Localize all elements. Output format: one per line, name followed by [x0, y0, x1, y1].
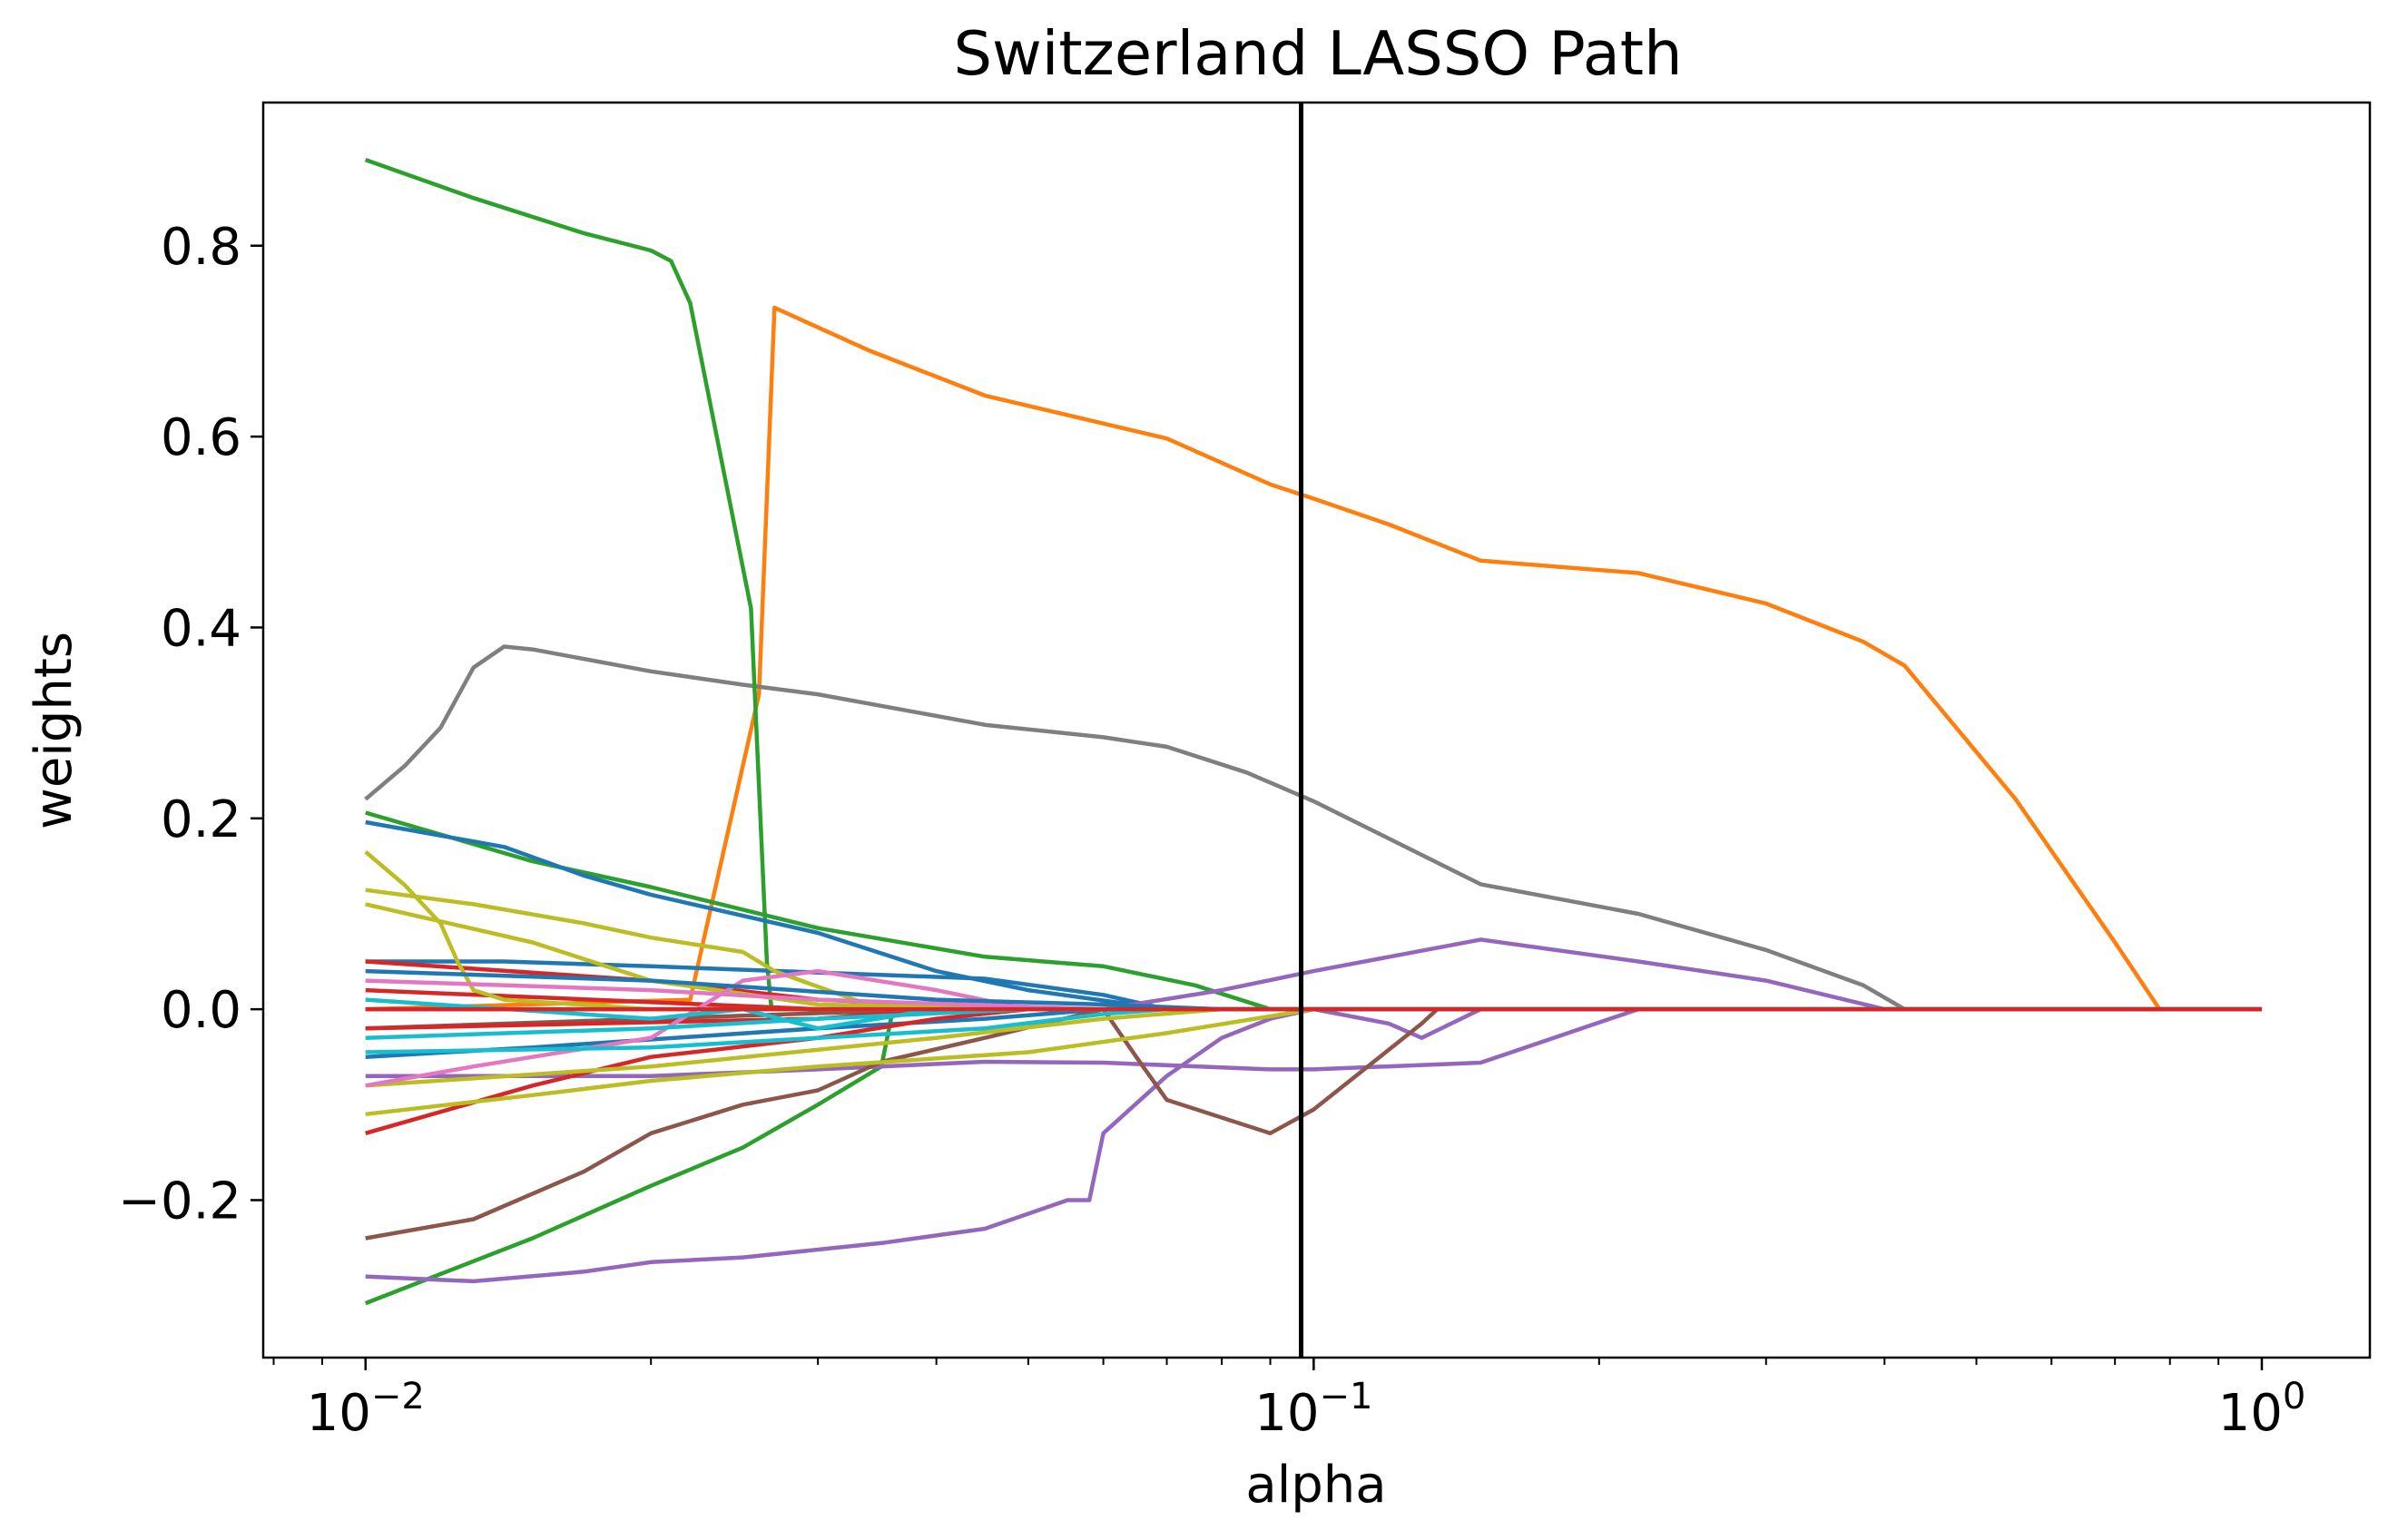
x-tick-label: 10−1	[1254, 1376, 1372, 1443]
series-line-21	[365, 1006, 2262, 1117]
series-line-9	[365, 1006, 2262, 1284]
chart-title: Switzerland LASSO Path	[953, 18, 1682, 89]
y-axis-label: weights	[25, 632, 84, 829]
series-line-1	[365, 305, 2262, 1012]
y-tick-label: 0.4	[161, 599, 241, 658]
y-tick-label: 0.6	[161, 408, 241, 467]
series-line-24	[365, 978, 2262, 1012]
series-line-6	[365, 819, 2262, 1012]
series-line-8	[365, 1006, 2262, 1059]
x-axis: 10−2 10−1 100	[272, 1358, 2306, 1443]
series-line-20	[365, 902, 2262, 1012]
y-tick-label: 0.0	[161, 981, 241, 1040]
series-line-18	[364, 849, 2262, 1012]
y-tick-label: −0.2	[118, 1172, 241, 1231]
series-line-25	[365, 1006, 2262, 1054]
series-line-12	[365, 1006, 2262, 1241]
series-line-5	[364, 1006, 2262, 1306]
series-line-11	[365, 937, 2262, 1012]
series-line-2	[364, 644, 2262, 1012]
series-layer	[364, 157, 2262, 1306]
x-tick-label: 10−2	[307, 1376, 425, 1443]
y-axis: −0.2 0.0 0.2 0.4 0.6 0.8	[118, 218, 263, 1231]
x-axis-label: alpha	[1245, 1456, 1386, 1515]
plot-frame	[261, 101, 2372, 1359]
y-tick-label: 0.2	[161, 790, 241, 849]
series-line-3	[364, 157, 2262, 1012]
y-tick-label: 0.8	[161, 218, 241, 277]
x-tick-label: 100	[2218, 1376, 2306, 1443]
